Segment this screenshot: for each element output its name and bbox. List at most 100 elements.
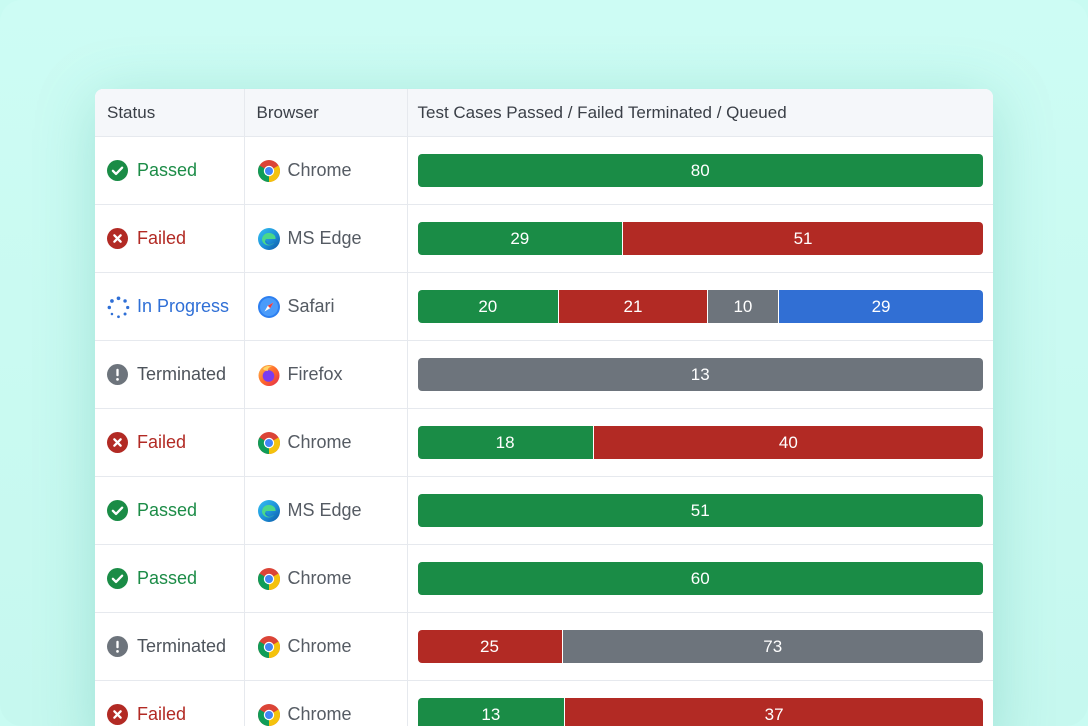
browser-info: MS Edge	[257, 499, 395, 523]
segment-failed[interactable]: 40	[593, 426, 983, 459]
status-badge: Passed	[107, 160, 232, 181]
edge-icon	[257, 227, 281, 251]
status-label: Passed	[137, 160, 198, 180]
column-header-status[interactable]: Status	[95, 89, 245, 137]
table-row[interactable]: Passed MS Edge 51	[95, 476, 993, 545]
results-bar[interactable]: 29 51	[417, 222, 983, 255]
status-cell: In Progress	[95, 272, 245, 341]
segment-failed[interactable]: 37	[565, 698, 983, 726]
browser-label: Chrome	[287, 704, 352, 724]
x-circle-icon	[107, 432, 128, 453]
table-row[interactable]: Passed Chrome 60	[95, 544, 993, 613]
status-label: Passed	[137, 500, 198, 520]
status-badge: In Progress	[107, 296, 232, 319]
segment-failed[interactable]: 25	[417, 630, 563, 663]
browser-cell: Chrome	[244, 408, 408, 477]
results-bar[interactable]: 20 21 10 29	[417, 290, 983, 323]
browser-info: Safari	[257, 295, 395, 319]
results-cell: 60	[407, 544, 993, 613]
segment-passed[interactable]: 20	[417, 290, 560, 323]
x-circle-icon	[107, 704, 128, 725]
browser-info: Chrome	[257, 159, 395, 183]
segment-passed[interactable]: 60	[417, 562, 983, 595]
browser-info: Chrome	[257, 635, 395, 659]
chrome-icon	[257, 159, 281, 183]
segment-failed[interactable]: 21	[559, 290, 708, 323]
exclamation-circle-icon	[107, 364, 128, 385]
table-header-row: Status Browser Test Cases Passed / Faile…	[95, 89, 993, 137]
browser-label: Chrome	[287, 568, 352, 588]
browser-cell: MS Edge	[244, 476, 408, 545]
browser-cell: Chrome	[244, 544, 408, 613]
results-bar[interactable]: 25 73	[417, 630, 983, 663]
results-cell: 80	[407, 136, 993, 205]
spinner-icon	[107, 296, 130, 319]
status-label: Terminated	[137, 636, 227, 656]
status-badge: Failed	[107, 704, 232, 725]
results-bar[interactable]: 80	[417, 154, 983, 187]
status-badge: Failed	[107, 228, 232, 249]
browser-label: Chrome	[287, 160, 352, 180]
status-badge: Passed	[107, 568, 232, 589]
results-bar[interactable]: 60	[417, 562, 983, 595]
status-label: Failed	[137, 432, 187, 452]
browser-label: MS Edge	[287, 500, 362, 520]
table-row[interactable]: In Progress Safari 20 21 10 29	[95, 272, 993, 341]
status-cell: Terminated	[95, 340, 245, 409]
results-bar[interactable]: 13	[417, 358, 983, 391]
browser-info: Chrome	[257, 703, 395, 726]
results-bar[interactable]: 18 40	[417, 426, 983, 459]
column-header-browser[interactable]: Browser	[244, 89, 408, 137]
segment-terminated[interactable]: 73	[562, 630, 983, 663]
status-cell: Failed	[95, 204, 245, 273]
browser-cell: Safari	[244, 272, 408, 341]
check-circle-icon	[107, 568, 128, 589]
results-cell: 13 37	[407, 680, 993, 726]
exclamation-circle-icon	[107, 636, 128, 657]
browser-label: Safari	[287, 296, 335, 316]
table-row[interactable]: Failed MS Edge 29 51	[95, 204, 993, 273]
status-cell: Passed	[95, 476, 245, 545]
segment-failed[interactable]: 51	[623, 222, 983, 255]
test-results-card: Status Browser Test Cases Passed / Faile…	[95, 89, 993, 726]
browser-label: Chrome	[287, 636, 352, 656]
table-row[interactable]: Failed Chrome 13 37	[95, 680, 993, 726]
status-label: Failed	[137, 228, 187, 248]
table-body: Passed Chrome 80 Failed MS Edge 29 51 In Progre…	[95, 136, 993, 726]
segment-terminated[interactable]: 13	[417, 358, 983, 391]
check-circle-icon	[107, 160, 128, 181]
chrome-icon	[257, 431, 281, 455]
chrome-icon	[257, 635, 281, 659]
status-cell: Failed	[95, 408, 245, 477]
browser-cell: Chrome	[244, 612, 408, 681]
segment-passed[interactable]: 29	[417, 222, 624, 255]
segment-passed[interactable]: 51	[417, 494, 983, 527]
results-cell: 51	[407, 476, 993, 545]
segment-passed[interactable]: 13	[417, 698, 566, 726]
browser-info: Chrome	[257, 431, 395, 455]
safari-icon	[257, 295, 281, 319]
segment-passed[interactable]: 80	[417, 154, 983, 187]
table-row[interactable]: Passed Chrome 80	[95, 136, 993, 205]
table-row[interactable]: Failed Chrome 18 40	[95, 408, 993, 477]
status-cell: Passed	[95, 136, 245, 205]
table-row[interactable]: Terminated Chrome 25 73	[95, 612, 993, 681]
status-cell: Terminated	[95, 612, 245, 681]
results-bar[interactable]: 13 37	[417, 698, 983, 726]
status-label: Failed	[137, 704, 187, 724]
status-cell: Passed	[95, 544, 245, 613]
segment-passed[interactable]: 18	[417, 426, 594, 459]
table-row[interactable]: Terminated Firefox 13	[95, 340, 993, 409]
segment-queued[interactable]: 29	[779, 290, 983, 323]
chrome-icon	[257, 703, 281, 726]
status-label: Passed	[137, 568, 198, 588]
column-header-results[interactable]: Test Cases Passed / Failed Terminated / …	[407, 89, 993, 137]
segment-terminated[interactable]: 10	[707, 290, 780, 323]
results-cell: 18 40	[407, 408, 993, 477]
x-circle-icon	[107, 228, 128, 249]
results-bar[interactable]: 51	[417, 494, 983, 527]
results-cell: 20 21 10 29	[407, 272, 993, 341]
browser-cell: MS Edge	[244, 204, 408, 273]
status-label: In Progress	[137, 296, 230, 316]
